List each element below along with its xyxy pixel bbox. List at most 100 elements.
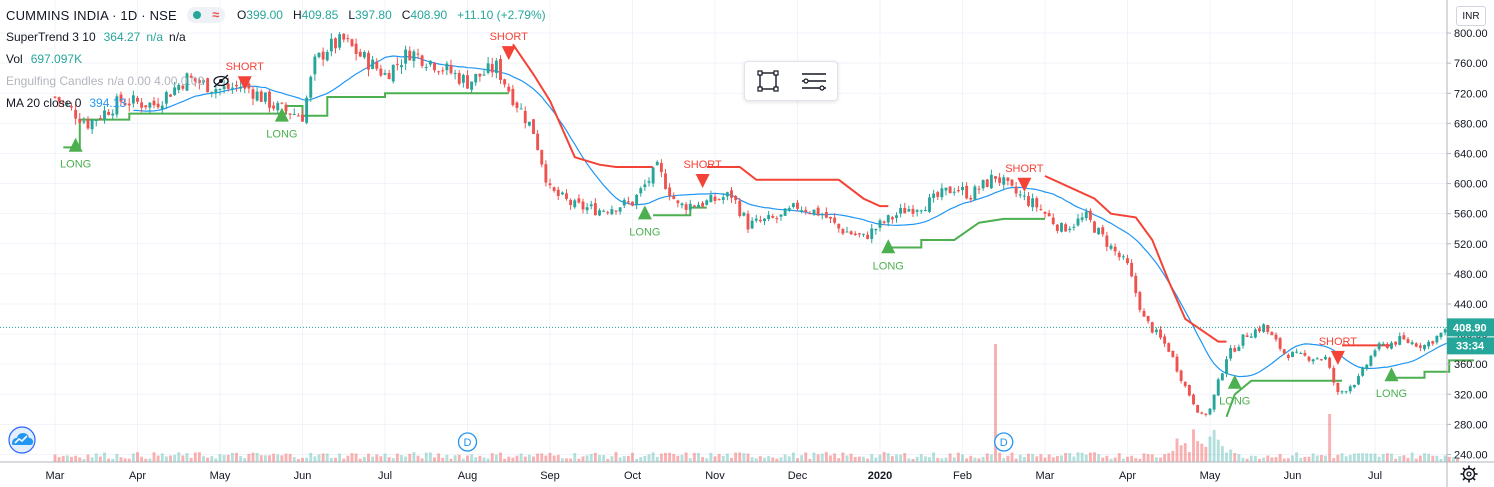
- volume-bar: [1117, 453, 1121, 462]
- candle-body: [210, 91, 214, 94]
- time-tick-label: Jul: [378, 470, 392, 482]
- candle-body: [1022, 195, 1026, 197]
- candle-body: [197, 80, 201, 84]
- ohlc-high: H409.85: [292, 8, 339, 22]
- candle-body: [911, 208, 915, 214]
- candle-body: [280, 102, 284, 104]
- candle-body: [152, 100, 156, 106]
- volume-bar: [1101, 457, 1105, 462]
- volume-bar: [1241, 457, 1245, 462]
- time-tick-label: Oct: [624, 470, 641, 482]
- volume-bar: [1282, 458, 1286, 462]
- candle-body: [1303, 352, 1307, 356]
- candle-body: [424, 67, 428, 69]
- long-signal-label: LONG: [1376, 388, 1407, 400]
- volume-legend[interactable]: Vol 697.097K: [6, 52, 83, 66]
- candle-body: [569, 199, 573, 206]
- candle-body: [527, 121, 531, 126]
- volume-bar: [499, 452, 502, 462]
- time-tick-label: Jul: [1368, 470, 1382, 482]
- candle-body: [169, 94, 172, 97]
- candle-body: [523, 110, 527, 124]
- long-signal-arrow: [881, 239, 896, 254]
- ma-legend[interactable]: MA 20 close 0 394.13: [6, 96, 127, 110]
- volume-bar: [1175, 438, 1179, 462]
- candle-body: [1299, 353, 1303, 355]
- tradingview-logo-icon[interactable]: [6, 426, 38, 454]
- candle-body: [193, 78, 197, 82]
- volume-bar: [1093, 452, 1096, 462]
- short-signal-arrow: [237, 76, 252, 91]
- candle-body: [474, 73, 478, 83]
- price-tick-label: 280.00: [1454, 419, 1488, 431]
- volume-bar: [989, 454, 993, 462]
- volume-bar: [486, 458, 490, 462]
- market-status-badge[interactable]: ≈: [186, 7, 225, 23]
- volume-bar: [944, 457, 948, 462]
- candle-body: [1064, 224, 1068, 232]
- candle-body: [767, 214, 771, 220]
- currency-badge[interactable]: INR: [1456, 6, 1486, 26]
- candle-body: [251, 89, 255, 99]
- volume-bar: [1319, 455, 1323, 462]
- dividend-event-marker[interactable]: [457, 432, 478, 452]
- symbol-title[interactable]: CUMMINS INDIA · 1D · NSE: [6, 7, 177, 23]
- candle-body: [1117, 252, 1121, 258]
- candle-body: [763, 218, 766, 222]
- candle-body: [544, 164, 548, 183]
- volume-bar: [730, 457, 733, 462]
- dividend-event-label: D: [464, 437, 472, 449]
- volume-bar: [701, 456, 705, 462]
- candle-body: [626, 201, 630, 203]
- supertrend-legend[interactable]: SuperTrend 3 10 364.27 n/a n/a: [6, 30, 186, 44]
- supertrend-up-line: [1395, 359, 1474, 379]
- candle-body: [395, 63, 399, 65]
- countdown-label: 33:34: [1456, 340, 1485, 352]
- volume-bar: [742, 453, 746, 462]
- volume-bar: [598, 454, 601, 462]
- candle-body: [131, 95, 135, 104]
- candle-body: [1175, 356, 1179, 372]
- candle-body: [86, 118, 90, 129]
- candle-body: [338, 34, 342, 48]
- candle-body: [412, 51, 416, 62]
- object-tree-button[interactable]: [745, 62, 791, 100]
- volume-bar: [581, 456, 585, 462]
- layers-menu-button[interactable]: [791, 62, 837, 100]
- volume-bar: [1142, 453, 1146, 462]
- candle-body: [606, 212, 610, 214]
- candle-body: [874, 229, 878, 231]
- volume-bar: [1266, 455, 1270, 462]
- price-tick-label: 800.00: [1454, 28, 1488, 40]
- volume-bar: [659, 453, 663, 462]
- volume-bar: [569, 458, 573, 462]
- short-signal-arrow: [1017, 177, 1032, 192]
- volume-bar: [164, 456, 168, 462]
- volume-bar: [408, 453, 412, 462]
- volume-bar: [342, 458, 346, 462]
- dividend-event-marker[interactable]: [994, 432, 1014, 452]
- candle-body: [507, 86, 511, 92]
- time-tick-label: 2020: [868, 470, 892, 482]
- price-tick-label: 360.00: [1454, 359, 1488, 371]
- volume-bar: [1027, 453, 1030, 462]
- volume-bar: [235, 452, 238, 462]
- hidden-eye-icon[interactable]: [212, 74, 230, 88]
- candle-body: [899, 207, 903, 214]
- engulfing-legend[interactable]: Engulfing Candles n/a 0.00 4.00 0.00: [6, 70, 546, 92]
- layers-menu-icon: [802, 73, 826, 91]
- candle-body: [1435, 335, 1439, 343]
- candle-body: [206, 78, 210, 93]
- settings-gear-icon[interactable]: [1460, 465, 1478, 483]
- candle-body: [1381, 343, 1385, 345]
- candle-body: [746, 213, 750, 230]
- volume-bar: [272, 453, 276, 462]
- candle-body: [750, 220, 754, 229]
- volume-bar: [507, 456, 511, 462]
- candle-body: [845, 231, 849, 233]
- candle-body: [354, 43, 358, 55]
- candle-body: [259, 91, 263, 102]
- volume-bar: [1216, 439, 1220, 462]
- volume-bar: [1307, 456, 1311, 462]
